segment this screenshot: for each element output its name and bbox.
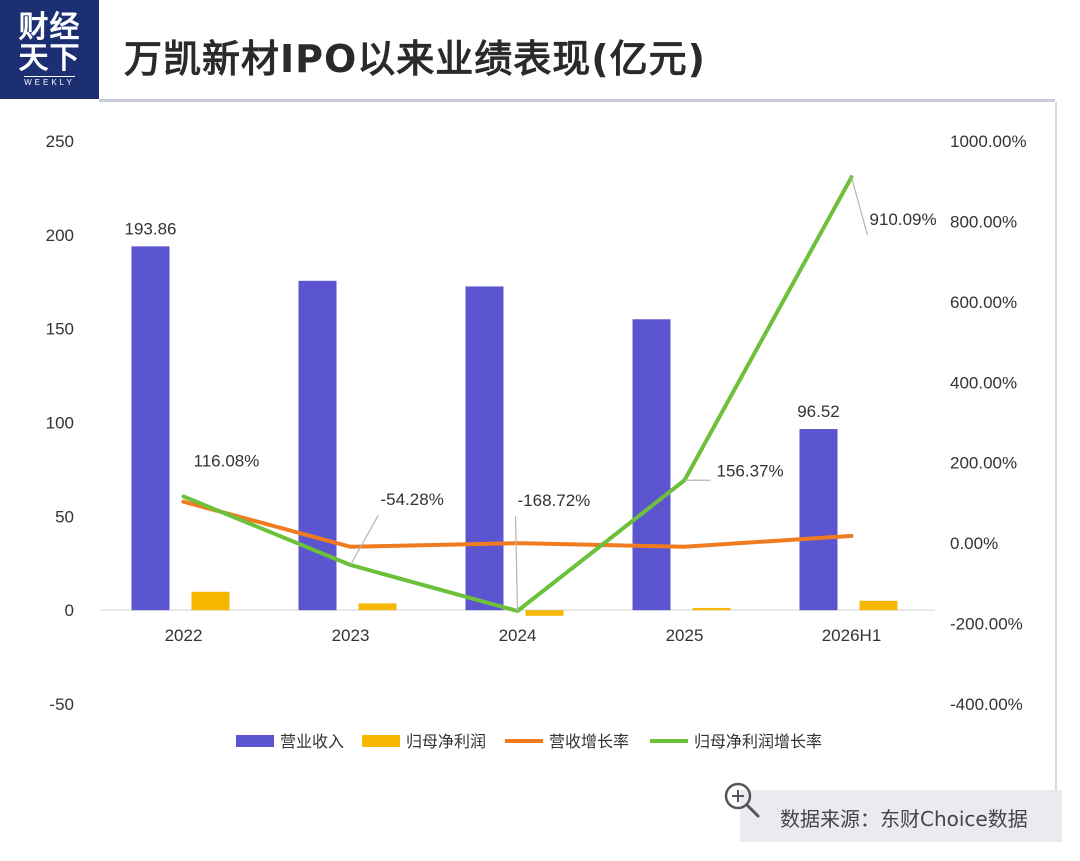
left-axis-tick: 250 [46, 132, 74, 151]
legend-label: 归母净利润增长率 [694, 732, 822, 751]
revenue-data-label: 193.86 [125, 219, 177, 238]
right-axis-tick: -400.00% [950, 695, 1023, 714]
growth-data-label: 910.09% [870, 210, 937, 229]
category-label: 2022 [165, 626, 203, 645]
legend-label: 营收增长率 [549, 732, 629, 751]
left-axis-tick: 0 [65, 601, 74, 620]
left-axis-tick: 50 [55, 507, 74, 526]
legend-swatch [236, 735, 274, 747]
category-label: 2025 [666, 626, 704, 645]
label-leader-line [514, 515, 519, 612]
profit-growth-line [181, 175, 854, 613]
revenue-bar [298, 280, 337, 611]
logo-line-1: 财经 [18, 10, 81, 45]
logo-line-2: 天下 [18, 41, 81, 76]
growth-data-label: -54.28% [381, 490, 444, 509]
revenue-growth-line [181, 499, 854, 549]
page-title: 万凯新材IPO以来业绩表现(亿元) [124, 37, 707, 81]
net-profit-bar [191, 591, 230, 611]
net-profit-bar [358, 603, 397, 611]
right-axis-tick: 1000.00% [950, 132, 1027, 151]
growth-data-label: -168.72% [518, 491, 591, 510]
header: 财经 天下 WEEKLY 万凯新材IPO以来业绩表现(亿元) [0, 0, 1080, 100]
logo-line-3: WEEKLY [24, 76, 75, 87]
right-axis-tick: 0.00% [950, 534, 998, 553]
net-profit-bar [859, 600, 898, 611]
net-profit-bar [692, 607, 731, 611]
revenue-bar [131, 246, 170, 611]
legend-label: 营业收入 [280, 732, 344, 751]
left-axis-tick: 200 [46, 226, 74, 245]
revenue-bar [632, 319, 671, 611]
growth-data-label: 156.37% [717, 461, 784, 480]
net-profit-bar [525, 610, 564, 616]
category-label: 2023 [332, 626, 370, 645]
chart-panel: 250 200 150 100 50 0 -50 1000.00% 800.00% 600.00%… [0, 102, 1057, 840]
right-axis-tick: 200.00% [950, 454, 1017, 473]
revenue-bar [465, 286, 504, 611]
source-note: 数据来源：东财Choice数据 [780, 807, 1028, 831]
legend-swatch [362, 735, 400, 747]
right-axis-tick: 400.00% [950, 373, 1017, 392]
category-label: 2026H1 [822, 626, 882, 645]
growth-data-label: 116.08% [194, 451, 260, 470]
right-axis-tick: 800.00% [950, 212, 1017, 231]
revenue-data-label: 96.52 [797, 402, 840, 421]
label-leader-line [850, 176, 869, 236]
legend-label: 归母净利润 [406, 732, 486, 751]
left-axis-tick: 150 [46, 320, 74, 339]
brand-logo: 财经 天下 WEEKLY [0, 0, 99, 99]
label-leader-line [349, 514, 380, 566]
left-axis-tick: 100 [46, 414, 74, 433]
left-axis-tick: -50 [49, 695, 74, 714]
source-box [740, 790, 1062, 842]
right-axis-tick: -200.00% [950, 615, 1023, 634]
category-label: 2024 [499, 626, 537, 645]
magnifier-icon [724, 782, 760, 818]
title-divider [99, 99, 1055, 102]
chart-canvas: 250 200 150 100 50 0 -50 1000.00% 800.00% 600.00%… [46, 132, 1027, 751]
right-axis-tick: 600.00% [950, 293, 1017, 312]
revenue-bar [799, 429, 838, 611]
